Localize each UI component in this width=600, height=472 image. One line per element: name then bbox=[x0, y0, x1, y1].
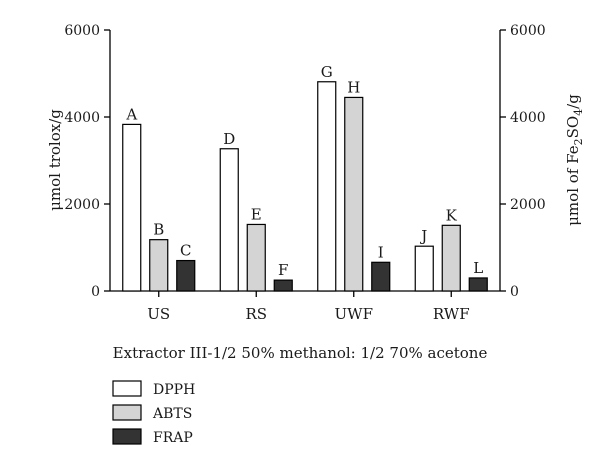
bar-letter-label: C bbox=[180, 242, 191, 260]
y-right-prefix: μmol of Fe bbox=[564, 145, 582, 226]
bar-dpph-uwf bbox=[317, 81, 337, 292]
bar-dpph-us bbox=[122, 123, 142, 292]
bar-dpph-rs bbox=[219, 148, 239, 292]
category-label: RWF bbox=[433, 305, 470, 323]
bar-letter-label: A bbox=[125, 105, 137, 123]
bar-frap-us bbox=[176, 259, 196, 292]
axes: 0 0 2000 2000 4000 4000 6000 6000 bbox=[64, 23, 545, 300]
bar-letter-label: D bbox=[223, 130, 235, 148]
bar-letter-label: G bbox=[321, 63, 333, 81]
bar-abts-us bbox=[149, 239, 169, 292]
y-tick-label-left: 0 bbox=[91, 284, 100, 300]
legend-label-frap: FRAP bbox=[153, 430, 193, 446]
bar-letter-label: H bbox=[347, 78, 360, 96]
category-label: RS bbox=[245, 305, 267, 323]
y-tick-label-right: 4000 bbox=[510, 110, 546, 126]
bar-abts-rs bbox=[246, 223, 266, 292]
y-tick-label-left: 4000 bbox=[64, 110, 100, 126]
legend-swatch-abts bbox=[112, 404, 142, 421]
y-tick-label-left: 6000 bbox=[64, 23, 100, 39]
y-right-sub2: 4 bbox=[572, 109, 585, 116]
bar-abts-uwf bbox=[344, 96, 364, 292]
legend-label-abts: ABTS bbox=[152, 406, 192, 422]
y-right-mid: SO bbox=[564, 116, 582, 139]
bar-frap-rs bbox=[273, 279, 293, 292]
y-tick-label-right: 6000 bbox=[510, 23, 546, 39]
y-right-suffix: /g bbox=[564, 94, 582, 109]
y-tick-label-left: 2000 bbox=[64, 197, 100, 213]
legend: DPPH ABTS FRAP bbox=[112, 380, 195, 446]
bar-letter-label: L bbox=[473, 259, 483, 277]
bar-abts-rwf bbox=[441, 224, 461, 292]
bar-letter-label: J bbox=[419, 227, 427, 245]
bar-letter-label: I bbox=[378, 243, 384, 261]
y-axis-title-right: μmol of Fe2SO4/g bbox=[564, 94, 585, 226]
bars bbox=[122, 81, 488, 292]
bar-frap-uwf bbox=[371, 261, 391, 292]
category-labels: US RS UWF RWF bbox=[147, 305, 469, 323]
y-right-sub1: 2 bbox=[572, 138, 585, 145]
y-tick-label-right: 0 bbox=[510, 284, 519, 300]
bar-labels: A BC D E F GH I J K L bbox=[125, 63, 483, 279]
bar-letter-label: E bbox=[251, 205, 262, 223]
category-label: US bbox=[147, 305, 170, 323]
bar-letter-label: B bbox=[153, 221, 164, 239]
bar-letter-label: F bbox=[278, 261, 288, 279]
legend-label-dpph: DPPH bbox=[153, 382, 195, 398]
category-label: UWF bbox=[335, 305, 373, 323]
legend-swatch-frap bbox=[112, 428, 142, 445]
bar-letter-label: K bbox=[446, 206, 458, 224]
bar-frap-rwf bbox=[468, 277, 488, 292]
y-axis-title-left: μmol trolox/g bbox=[46, 109, 64, 211]
y-tick-label-right: 2000 bbox=[510, 197, 546, 213]
legend-swatch-dpph bbox=[112, 380, 142, 397]
x-axis-title: Extractor III-1/2 50% methanol: 1/2 70% … bbox=[113, 344, 488, 362]
bar-dpph-rwf bbox=[414, 245, 434, 292]
